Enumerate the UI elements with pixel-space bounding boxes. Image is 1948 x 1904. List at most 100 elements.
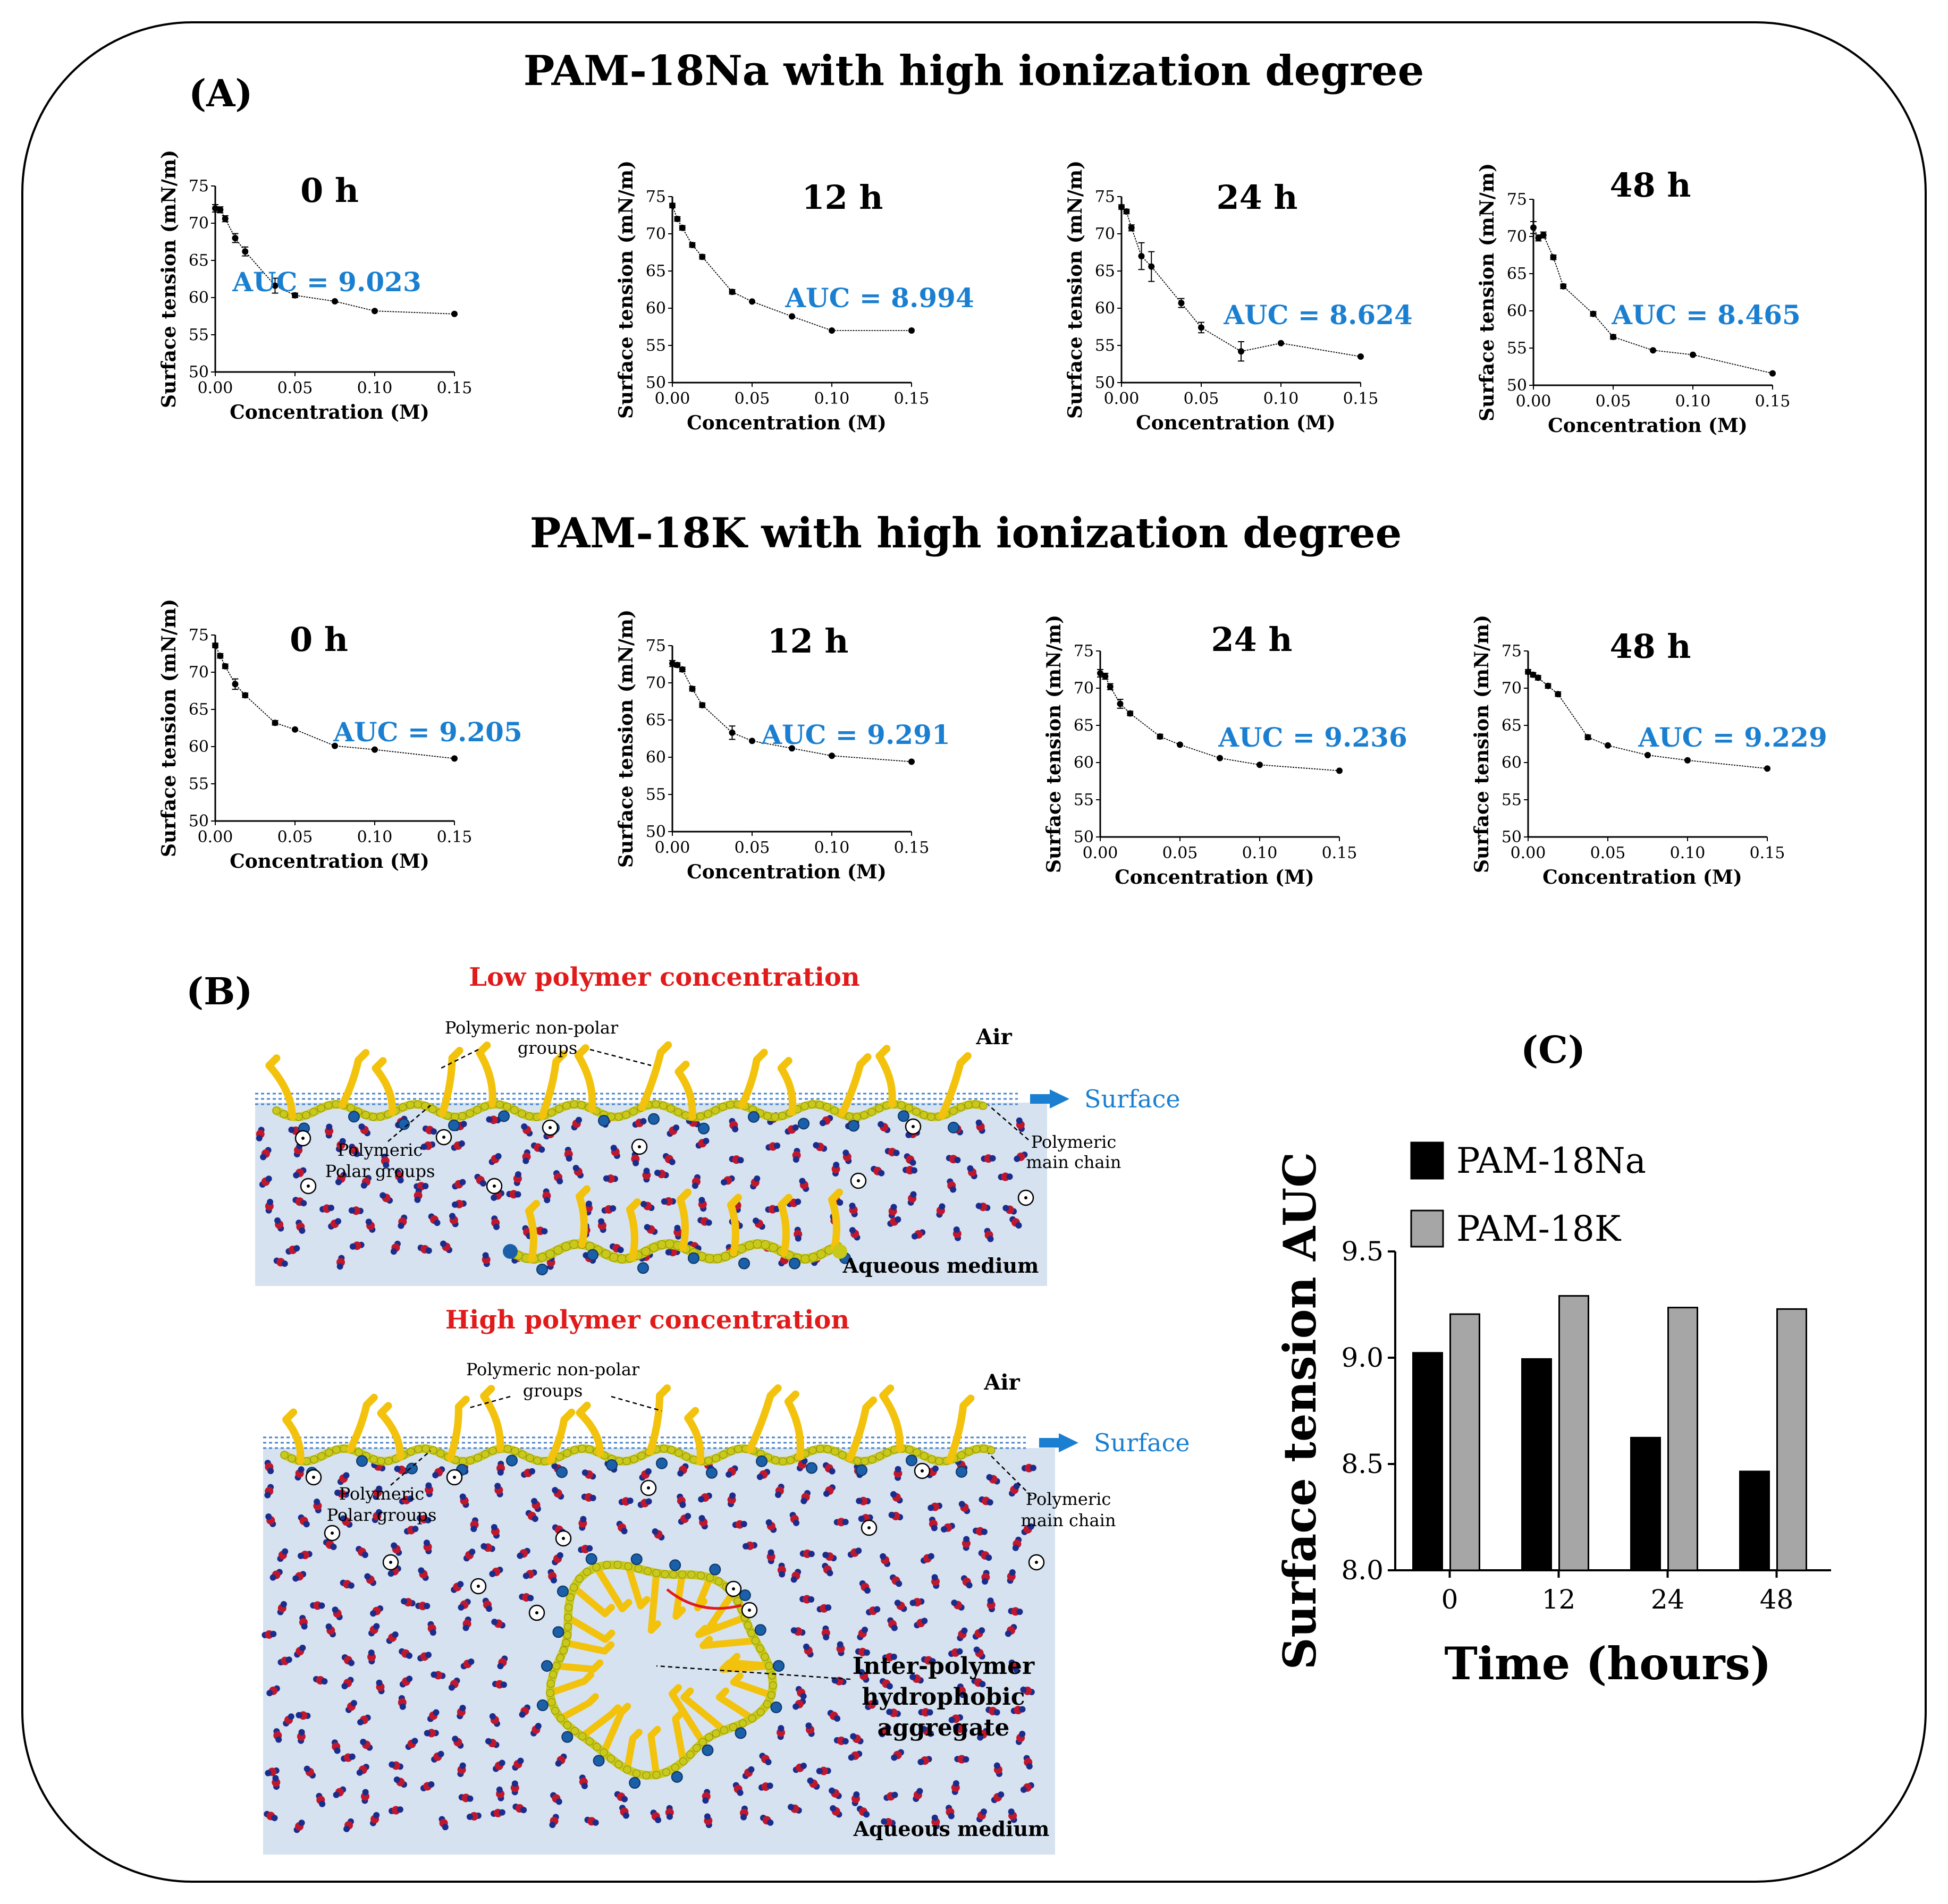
chain-bead xyxy=(429,1446,437,1454)
low-concentration-title: Low polymer concentration xyxy=(469,962,860,992)
water-molecule xyxy=(334,1489,349,1498)
water-molecule xyxy=(401,1598,416,1607)
y-tick-label: 70 xyxy=(1095,225,1115,243)
water-molecule xyxy=(948,1648,963,1657)
data-point xyxy=(451,755,458,762)
water-molecule xyxy=(420,1141,436,1150)
chart-title: 24 h xyxy=(1217,178,1298,217)
data-point xyxy=(789,313,795,320)
water-molecule xyxy=(316,1792,326,1807)
water-molecule xyxy=(1010,1706,1026,1715)
water-molecule xyxy=(856,1496,871,1505)
low-pointers xyxy=(387,1048,1029,1142)
chain-bead xyxy=(867,1107,876,1116)
non-polar-group xyxy=(600,1703,631,1756)
water-molecule xyxy=(345,1699,357,1713)
water-molecule xyxy=(850,1733,864,1745)
non-polar-group xyxy=(647,1569,661,1634)
water-molecule xyxy=(489,1567,503,1577)
chain-bead xyxy=(630,1455,638,1463)
y-tick-label: 55 xyxy=(1074,791,1094,809)
chain-bead xyxy=(570,1727,579,1735)
water-molecule xyxy=(871,1165,885,1177)
y-tick-label: 70 xyxy=(646,674,666,692)
non-polar-group xyxy=(282,1408,305,1465)
water-molecule xyxy=(1009,1483,1020,1497)
chain-bead xyxy=(563,1631,572,1639)
data-point xyxy=(1336,767,1343,774)
water-molecule xyxy=(489,1713,500,1727)
data-point xyxy=(1178,300,1185,307)
water-molecule xyxy=(618,1497,634,1506)
water-molecule xyxy=(480,1543,495,1552)
polar-group xyxy=(898,1110,909,1122)
x-tick-label: 0.10 xyxy=(1670,844,1706,862)
non-polar-group xyxy=(438,1046,463,1118)
chain-bead xyxy=(823,1103,831,1111)
chain-bead xyxy=(526,1454,534,1462)
chain-bead xyxy=(421,1102,429,1110)
water-molecule xyxy=(692,1174,701,1189)
water-molecule xyxy=(799,1178,809,1192)
polar-group xyxy=(770,1701,782,1713)
high-surface-label: Surface xyxy=(1094,1428,1190,1457)
water-molecule xyxy=(979,1496,993,1506)
x-tick-label: 0.00 xyxy=(655,839,690,857)
chain-bead xyxy=(555,1105,563,1113)
y-tick-label: 60 xyxy=(1074,754,1094,772)
data-point xyxy=(729,729,736,736)
polar-group xyxy=(754,1624,766,1636)
water-molecule xyxy=(856,1806,870,1818)
x-tick-label: 0.15 xyxy=(437,379,473,397)
data-point xyxy=(451,310,458,317)
water-molecule xyxy=(849,1227,861,1241)
chain-bead xyxy=(912,1107,921,1116)
data-point xyxy=(1217,755,1223,761)
water-molecule xyxy=(356,1764,369,1776)
water-molecule xyxy=(805,1722,815,1737)
water-molecule xyxy=(962,1536,971,1551)
water-molecule xyxy=(390,1240,401,1255)
water-molecule xyxy=(758,1782,773,1791)
water-molecule xyxy=(858,1669,870,1683)
x-tick-label: 0.00 xyxy=(198,828,233,847)
chain-bead xyxy=(763,1700,771,1708)
chain-bead xyxy=(662,1768,670,1776)
chain-bead xyxy=(712,1729,720,1738)
ion-center xyxy=(307,1184,310,1188)
water-molecule xyxy=(931,1574,940,1589)
water-molecule xyxy=(614,1791,628,1803)
chain-bead xyxy=(369,1455,378,1463)
chain-bead xyxy=(592,1563,601,1571)
chain-bead xyxy=(679,1757,688,1766)
x-axis-title: Time (hours) xyxy=(1444,1637,1771,1690)
water-molecule xyxy=(299,1614,308,1630)
water-molecule xyxy=(785,1124,799,1135)
chain-bead xyxy=(458,1112,467,1120)
water-molecule xyxy=(398,1695,407,1710)
polar-group xyxy=(656,1457,668,1469)
non-polar-group xyxy=(647,1725,661,1779)
x-tick-label: 0.15 xyxy=(1750,844,1785,862)
chart-title: 24 h xyxy=(1211,620,1293,659)
auc-annotation: AUC = 8.624 xyxy=(1223,299,1412,331)
water-molecule xyxy=(578,1545,593,1554)
line-chart-pam-18na-48h: 50 55 60 65 70 75 0.00 0.05 0.10 0.15 Concentratio… xyxy=(1476,163,1801,437)
non-polar-group xyxy=(938,1052,972,1120)
water-molecule xyxy=(859,1580,871,1594)
water-molecule xyxy=(1005,1624,1017,1637)
water-molecule xyxy=(547,1569,557,1584)
polar-group xyxy=(738,1257,750,1270)
auc-annotation: AUC = 9.236 xyxy=(1218,722,1407,753)
chain-bead xyxy=(719,1450,728,1459)
water-molecule xyxy=(823,1462,836,1475)
ion-center xyxy=(732,1587,735,1590)
chain-bead xyxy=(551,1706,560,1715)
polar-group xyxy=(648,1113,660,1125)
water-molecule xyxy=(842,1149,852,1164)
chain-bead xyxy=(577,1101,586,1109)
chain-bead xyxy=(980,1444,988,1453)
chain-bead xyxy=(816,1444,824,1453)
non-polar-group xyxy=(672,1709,687,1765)
water-molecule xyxy=(907,1191,917,1206)
